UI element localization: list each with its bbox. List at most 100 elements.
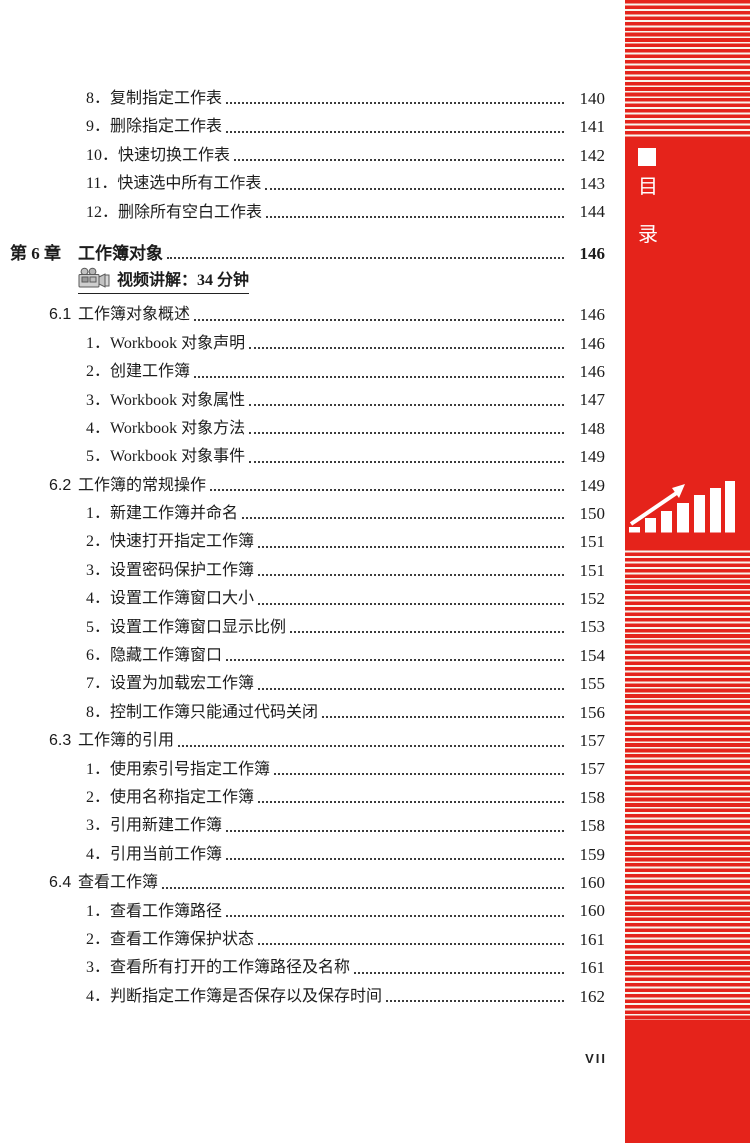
entry-label: 查看工作簿	[78, 874, 159, 892]
toc-item-row: 4．设置工作簿窗口大小 152	[0, 580, 625, 608]
entry-page: 149	[579, 475, 606, 495]
toc-video-row: 视频讲解：34 分钟	[0, 263, 625, 296]
dot-leader	[258, 545, 564, 548]
entry-page: 147	[579, 390, 606, 410]
entry-label: 1．新建工作簿并命名	[86, 505, 239, 523]
sidebar-label-char: 目	[638, 176, 658, 198]
toc-item-row: 2．查看工作簿保护状态 161	[0, 921, 625, 949]
dot-leader	[226, 914, 564, 917]
entry-label: 2．快速打开指定工作簿	[86, 533, 255, 551]
dot-leader	[226, 858, 564, 861]
entry-page: 153	[579, 617, 606, 637]
entry-page: 146	[579, 333, 606, 353]
entry-page: 148	[579, 418, 606, 438]
dot-leader	[167, 257, 564, 260]
entry-label: 11．快速选中所有工作表	[86, 175, 262, 193]
dot-leader	[274, 772, 564, 775]
toc-item-row: 3．查看所有打开的工作簿路径及名称 161	[0, 949, 625, 977]
entry-label: 8．复制指定工作表	[86, 90, 223, 107]
entry-page: 162	[579, 986, 606, 1006]
toc-item-row: 9．删除指定工作表 141	[0, 108, 625, 136]
entry-page: 151	[579, 560, 606, 580]
entry-label: 工作簿对象概述	[78, 306, 191, 324]
dot-leader	[290, 631, 564, 634]
toc-item-row: 1．Workbook 对象声明 146	[0, 325, 625, 353]
dot-leader	[194, 375, 564, 378]
dot-leader	[226, 829, 564, 832]
entry-label: 工作簿的常规操作	[78, 476, 207, 494]
video-label: 视频讲解：34 分钟	[117, 271, 250, 289]
toc-item-row: 5．Workbook 对象事件 149	[0, 438, 625, 466]
entry-number: 6.3	[49, 732, 72, 750]
entry-label: 12．删除所有空白工作表	[86, 203, 263, 221]
toc-item-row: 2．快速打开指定工作簿 151	[0, 523, 625, 551]
entry-label: 4．引用当前工作簿	[86, 845, 223, 863]
entry-label: 8．控制工作簿只能通过代码关闭	[86, 703, 319, 721]
entry-page: 146	[579, 305, 606, 325]
entry-number: 6.4	[49, 874, 72, 892]
entry-label: 5．设置工作簿窗口显示比例	[86, 618, 287, 636]
chapter-tab-sidebar: 目 录	[625, 0, 750, 1143]
toc-item-row: 6．隐藏工作簿窗口 154	[0, 637, 625, 665]
stripe-band-top	[625, 0, 750, 137]
dot-leader	[266, 215, 564, 218]
video-note: 视频讲解：34 分钟	[78, 267, 250, 295]
toc-chapter-row: 第 6 章工作簿对象 146	[0, 235, 625, 263]
dot-leader	[258, 602, 564, 605]
entry-label: 3．引用新建工作簿	[86, 817, 223, 835]
entry-page: 158	[579, 787, 606, 807]
entry-label: 3．查看所有打开的工作簿路径及名称	[86, 959, 351, 977]
toc-item-row: 8．复制指定工作表 140	[0, 80, 625, 108]
toc-item-row: 3．引用新建工作簿 158	[0, 807, 625, 835]
entry-label: 3．Workbook 对象属性	[86, 391, 246, 409]
entry-label: 10．快速切换工作表	[86, 146, 231, 164]
dot-leader	[258, 687, 564, 690]
entry-label: 1．查看工作簿路径	[86, 902, 223, 920]
stripe-band-bottom-solid	[625, 1020, 750, 1143]
dot-leader	[265, 187, 564, 190]
dot-leader	[249, 403, 564, 406]
entry-label: 1．Workbook 对象声明	[86, 334, 246, 352]
entry-page: 149	[579, 447, 606, 467]
toc-item-row: 12．删除所有空白工作表 144	[0, 194, 625, 222]
entry-page: 159	[579, 844, 606, 864]
dot-leader	[226, 130, 564, 133]
toc-item-row: 4．引用当前工作簿 159	[0, 836, 625, 864]
toc-item-row: 1．查看工作簿路径 160	[0, 893, 625, 921]
entry-label: 4．判断指定工作簿是否保存以及保存时间	[86, 987, 383, 1005]
entry-page: 140	[579, 88, 606, 108]
dot-leader	[258, 943, 564, 946]
stripe-band-middle	[625, 547, 750, 1020]
video-camera-icon	[78, 267, 110, 290]
entry-page: 154	[579, 645, 606, 665]
entry-label: 7．设置为加载宏工作簿	[86, 675, 255, 693]
entry-page: 156	[579, 702, 606, 722]
toc-item-row: 11．快速选中所有工作表 143	[0, 165, 625, 193]
toc-list: 8．复制指定工作表 140 9．删除指定工作表 141 10．快速切换工作表 142 11．…	[0, 80, 625, 1006]
entry-label: 2．使用名称指定工作簿	[86, 788, 255, 806]
entry-page: 143	[579, 174, 606, 194]
entry-page: 161	[579, 958, 606, 978]
entry-label: 4．设置工作簿窗口大小	[86, 590, 255, 608]
entry-number: 第 6 章	[10, 243, 61, 263]
entry-label: 9．删除指定工作表	[86, 118, 223, 136]
entry-page: 155	[579, 674, 606, 694]
dot-leader	[386, 1000, 564, 1003]
entry-label: 工作簿对象	[78, 243, 163, 263]
toc-item-row: 1．使用索引号指定工作簿 157	[0, 751, 625, 779]
entry-label: 3．设置密码保护工作簿	[86, 561, 255, 579]
entry-page: 161	[579, 929, 606, 949]
dot-leader	[322, 716, 564, 719]
entry-number: 6.1	[49, 306, 72, 324]
toc-item-row: 2．使用名称指定工作簿 158	[0, 779, 625, 807]
entry-page: 141	[579, 117, 606, 137]
entry-page: 146	[579, 243, 606, 263]
entry-page: 157	[579, 731, 606, 751]
toc-item-row: 4．Workbook 对象方法 148	[0, 410, 625, 438]
toc-item-row: 5．设置工作簿窗口显示比例 153	[0, 609, 625, 637]
square-bullet-icon	[638, 148, 656, 166]
entry-page: 142	[579, 145, 606, 165]
entry-label: 6．隐藏工作簿窗口	[86, 647, 223, 665]
dot-leader	[234, 159, 564, 162]
